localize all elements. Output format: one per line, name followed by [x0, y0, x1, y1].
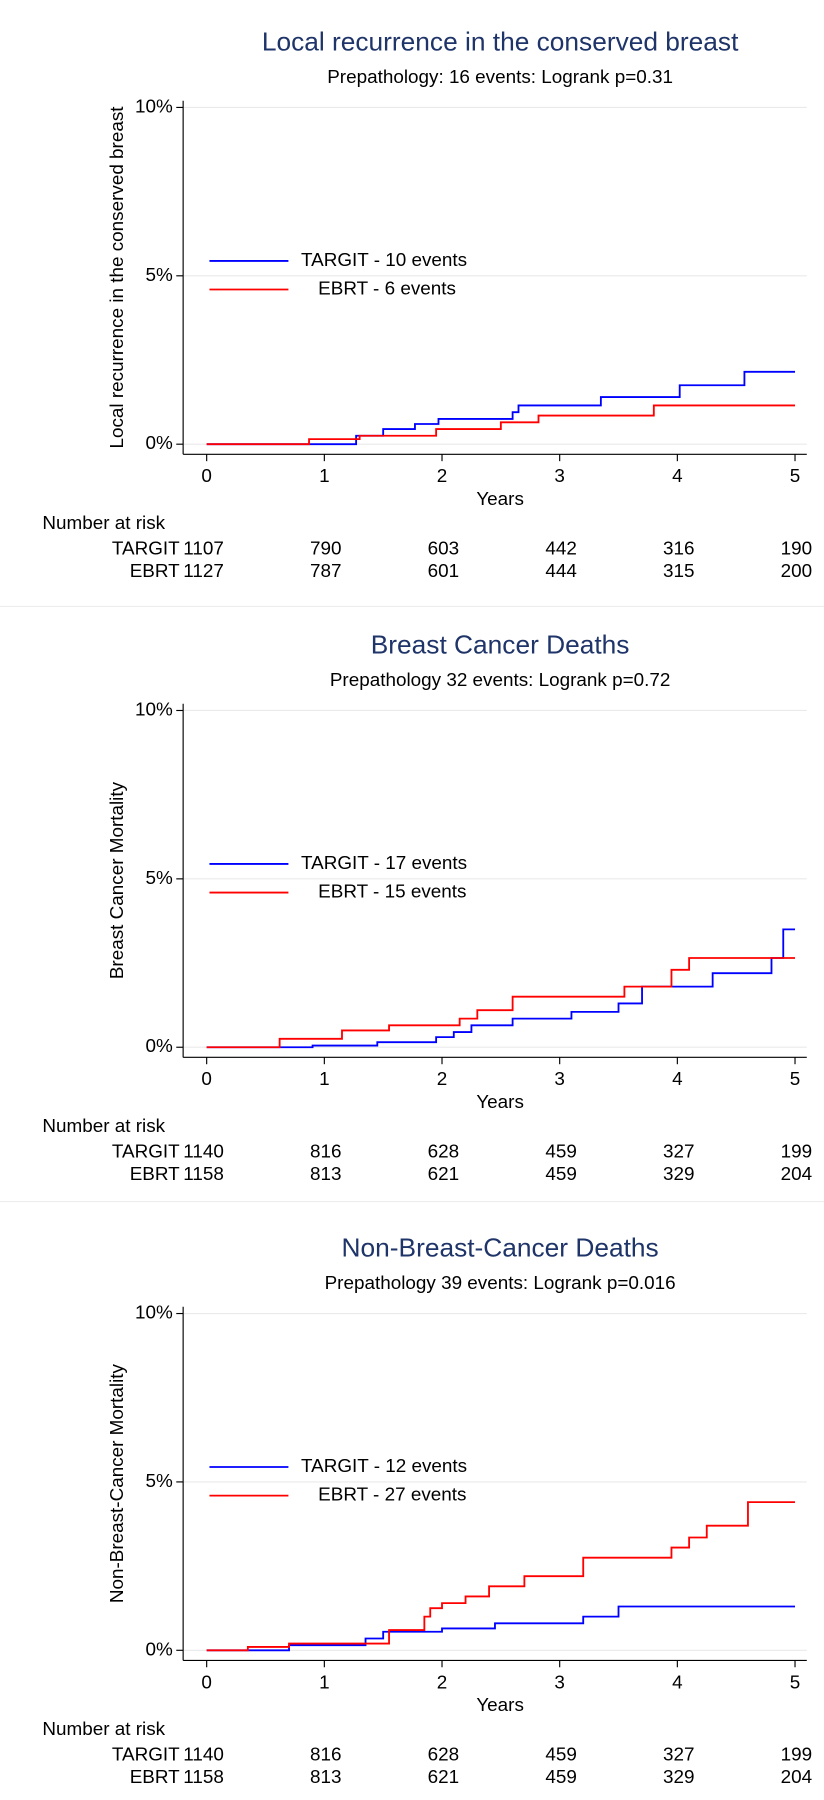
x-axis-label: Years [476, 1695, 524, 1716]
risk-value: 316 [663, 538, 695, 559]
risk-value: 816 [310, 1141, 342, 1162]
risk-row-name: EBRT [130, 1164, 180, 1185]
risk-value: 444 [545, 561, 577, 582]
risk-value: 327 [663, 1141, 695, 1162]
x-tick-label: 5 [790, 1069, 801, 1090]
y-tick-label: 5% [146, 868, 173, 889]
risk-value: 199 [781, 1141, 813, 1162]
legend-label: TARGIT - 17 events [301, 853, 467, 874]
risk-value: 1140 [183, 1141, 224, 1162]
risk-value: 204 [781, 1164, 813, 1185]
risk-value: 459 [545, 1744, 577, 1765]
x-tick-label: 1 [319, 1069, 330, 1090]
risk-value: 459 [545, 1767, 577, 1788]
risk-value: 621 [428, 1164, 460, 1185]
risk-value: 442 [545, 538, 577, 559]
x-tick-label: 2 [437, 1672, 448, 1693]
risk-value: 1158 [183, 1767, 224, 1788]
legend-label: TARGIT - 12 events [301, 1456, 467, 1477]
legend-label: EBRT - 15 events [318, 882, 466, 903]
risk-row-name: EBRT [130, 561, 180, 582]
y-tick-label: 5% [146, 1471, 173, 1492]
risk-value: 204 [781, 1767, 813, 1788]
risk-value: 190 [781, 538, 813, 559]
y-axis-label: Non-Breast-Cancer Mortality [107, 1363, 128, 1603]
y-tick-label: 10% [135, 699, 173, 720]
y-tick-label: 10% [135, 1303, 173, 1324]
risk-title: Number at risk [42, 1116, 165, 1137]
risk-value: 327 [663, 1744, 695, 1765]
x-tick-label: 0 [201, 1069, 212, 1090]
x-tick-label: 1 [319, 466, 330, 487]
x-tick-label: 0 [201, 1672, 212, 1693]
x-tick-label: 2 [437, 466, 448, 487]
y-tick-label: 10% [135, 96, 173, 117]
x-axis-label: Years [476, 489, 524, 510]
x-tick-label: 3 [554, 1672, 565, 1693]
risk-row-name: TARGIT [112, 538, 180, 559]
risk-value: 315 [663, 561, 695, 582]
risk-value: 601 [428, 561, 460, 582]
y-tick-label: 0% [146, 1036, 173, 1057]
chart-title: Non-Breast-Cancer Deaths [342, 1233, 659, 1263]
risk-value: 459 [545, 1141, 577, 1162]
x-tick-label: 2 [437, 1069, 448, 1090]
x-axis-label: Years [476, 1092, 524, 1113]
risk-title: Number at risk [42, 513, 165, 534]
risk-value: 1140 [183, 1744, 224, 1765]
risk-value: 813 [310, 1164, 342, 1185]
x-tick-label: 1 [319, 1672, 330, 1693]
km-curve [206, 1501, 796, 1652]
km-curve [206, 404, 796, 446]
chart-subtitle: Prepathology 39 events: Logrank p=0.016 [325, 1273, 676, 1294]
x-tick-label: 3 [554, 466, 565, 487]
chart-title: Local recurrence in the conserved breast [262, 26, 739, 56]
chart-subtitle: Prepathology 32 events: Logrank p=0.72 [330, 670, 671, 691]
km-curve [206, 957, 796, 1049]
chart-title: Breast Cancer Deaths [371, 629, 630, 659]
risk-value: 199 [781, 1744, 813, 1765]
y-axis-label: Local recurrence in the conserved breast [107, 106, 128, 449]
legend-label: EBRT - 27 events [318, 1485, 466, 1506]
legend-label: TARGIT - 10 events [301, 250, 467, 271]
risk-row-name: TARGIT [112, 1744, 180, 1765]
km-curve [206, 1605, 796, 1652]
risk-value: 1107 [183, 538, 224, 559]
risk-title: Number at risk [42, 1719, 165, 1740]
risk-value: 603 [428, 538, 460, 559]
x-tick-label: 4 [672, 466, 683, 487]
chart-subtitle: Prepathology: 16 events: Logrank p=0.31 [327, 67, 673, 88]
risk-value: 1127 [183, 561, 224, 582]
km-curve [206, 928, 796, 1049]
risk-row-name: EBRT [130, 1767, 180, 1788]
risk-value: 621 [428, 1767, 460, 1788]
y-tick-label: 0% [146, 433, 173, 454]
risk-value: 329 [663, 1164, 695, 1185]
x-tick-label: 5 [790, 1672, 801, 1693]
risk-value: 329 [663, 1767, 695, 1788]
x-tick-label: 5 [790, 466, 801, 487]
x-tick-label: 3 [554, 1069, 565, 1090]
risk-value: 787 [310, 561, 342, 582]
risk-value: 1158 [183, 1164, 224, 1185]
risk-value: 816 [310, 1744, 342, 1765]
risk-value: 813 [310, 1767, 342, 1788]
km-curve [206, 370, 796, 446]
risk-row-name: TARGIT [112, 1141, 180, 1162]
y-axis-label: Breast Cancer Mortality [107, 781, 128, 979]
y-tick-label: 0% [146, 1639, 173, 1660]
x-tick-label: 4 [672, 1672, 683, 1693]
y-tick-label: 5% [146, 265, 173, 286]
risk-value: 628 [428, 1141, 460, 1162]
risk-value: 459 [545, 1164, 577, 1185]
risk-value: 790 [310, 538, 342, 559]
risk-value: 628 [428, 1744, 460, 1765]
x-tick-label: 0 [201, 466, 212, 487]
x-tick-label: 4 [672, 1069, 683, 1090]
risk-value: 200 [781, 561, 813, 582]
legend-label: EBRT - 6 events [318, 278, 456, 299]
